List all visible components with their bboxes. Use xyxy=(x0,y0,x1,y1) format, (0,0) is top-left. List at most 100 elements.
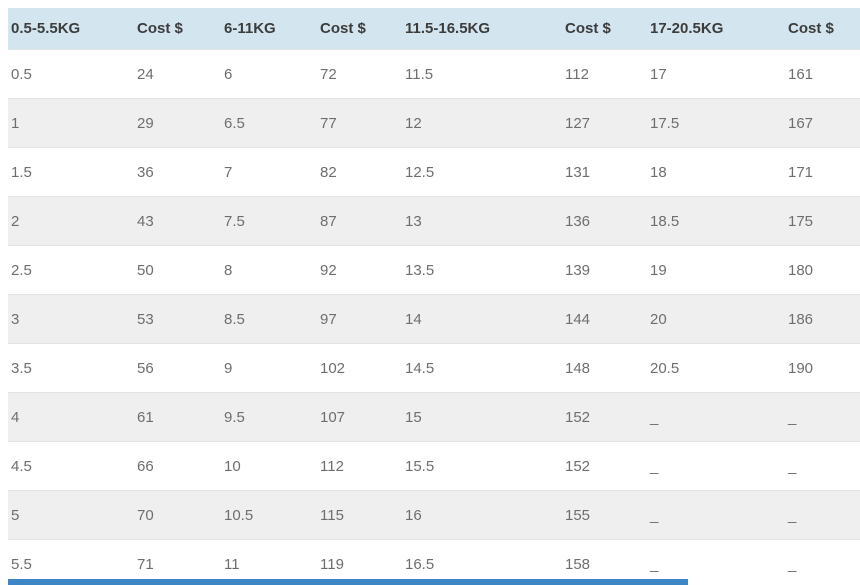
table-row: 4 61 9.5 107 15 152 _ _ xyxy=(8,392,860,442)
column-header: Cost $ xyxy=(134,8,221,50)
pricing-table: 0.5-5.5KG Cost $6-11KG Cost $11.5-16.5KG Co… xyxy=(8,8,860,585)
table-cell: 1 xyxy=(8,98,134,148)
column-header: 6-11KG xyxy=(221,8,317,50)
table-cell: 5.5 xyxy=(8,539,134,585)
table-cell: 6 xyxy=(221,49,317,99)
table-cell: 148 xyxy=(562,343,647,393)
table-cell: 152 xyxy=(562,441,647,491)
table-cell: 87 xyxy=(317,196,402,246)
table-cell: 112 xyxy=(562,49,647,99)
table-cell: _ xyxy=(647,490,785,540)
table-cell: 14.5 xyxy=(402,343,562,393)
table-cell: 17 xyxy=(647,49,785,99)
table-cell: _ xyxy=(647,539,785,585)
table-row: 5 70 10.5 115 16 155 _ _ xyxy=(8,490,860,540)
table-cell: _ xyxy=(647,441,785,491)
table-cell: 24 xyxy=(134,49,221,99)
table-cell: 16 xyxy=(402,490,562,540)
next-table-header-edge xyxy=(8,579,688,585)
table-cell: 4 xyxy=(8,392,134,442)
table-cell: 3.5 xyxy=(8,343,134,393)
table-cell: 18 xyxy=(647,147,785,197)
table-cell: _ xyxy=(785,539,860,585)
table-cell: 175 xyxy=(785,196,860,246)
table-cell: 2 xyxy=(8,196,134,246)
table-cell: 10 xyxy=(221,441,317,491)
table-cell: 152 xyxy=(562,392,647,442)
column-header: 17-20.5KG xyxy=(647,8,785,50)
table-cell: 1.5 xyxy=(8,147,134,197)
table-row: 4.5 66 10 112 15.5 152 _ _ xyxy=(8,441,860,491)
table-row: 1 29 6.5 77 12 127 17.5 167 xyxy=(8,98,860,148)
table-cell: 115 xyxy=(317,490,402,540)
table-cell: 186 xyxy=(785,294,860,344)
table-cell: 131 xyxy=(562,147,647,197)
table-cell: 4.5 xyxy=(8,441,134,491)
table-cell: 43 xyxy=(134,196,221,246)
column-header: Cost $ xyxy=(317,8,402,50)
table-cell: 8 xyxy=(221,245,317,295)
table-cell: _ xyxy=(647,392,785,442)
table-cell: 72 xyxy=(317,49,402,99)
pricing-table-container: 0.5-5.5KG Cost $6-11KG Cost $11.5-16.5KG Co… xyxy=(8,8,860,585)
table-cell: _ xyxy=(785,441,860,491)
table-cell: 112 xyxy=(317,441,402,491)
table-cell: 119 xyxy=(317,539,402,585)
table-cell: 9 xyxy=(221,343,317,393)
table-cell: 56 xyxy=(134,343,221,393)
table-cell: 13 xyxy=(402,196,562,246)
table-cell: 127 xyxy=(562,98,647,148)
table-cell: 136 xyxy=(562,196,647,246)
table-cell: 15.5 xyxy=(402,441,562,491)
table-cell: 190 xyxy=(785,343,860,393)
table-row: 2.5 50 8 92 13.5 139 19 180 xyxy=(8,245,860,295)
table-cell: 20 xyxy=(647,294,785,344)
column-header: 0.5-5.5KG xyxy=(8,8,134,50)
header-row: 0.5-5.5KG Cost $6-11KG Cost $11.5-16.5KG Co… xyxy=(8,8,860,50)
table-cell: 53 xyxy=(134,294,221,344)
table-cell: 14 xyxy=(402,294,562,344)
table-cell: 6.5 xyxy=(221,98,317,148)
table-cell: 17.5 xyxy=(647,98,785,148)
table-cell: 161 xyxy=(785,49,860,99)
table-cell: 66 xyxy=(134,441,221,491)
table-cell: _ xyxy=(785,392,860,442)
table-cell: 171 xyxy=(785,147,860,197)
table-cell: _ xyxy=(785,490,860,540)
table-cell: 158 xyxy=(562,539,647,585)
column-header: 11.5-16.5KG xyxy=(402,8,562,50)
table-cell: 20.5 xyxy=(647,343,785,393)
table-row: 3.5 56 9 102 14.5 148 20.5 190 xyxy=(8,343,860,393)
table-cell: 144 xyxy=(562,294,647,344)
table-cell: 12 xyxy=(402,98,562,148)
table-body: 0.5 24 6 72 11.5 112 17 161 1 29 6.5 77 12 127 17.5 167… xyxy=(8,49,860,585)
table-cell: 7.5 xyxy=(221,196,317,246)
table-cell: 71 xyxy=(134,539,221,585)
table-row: 5.5 71 11 119 16.5 158 _ _ xyxy=(8,539,860,585)
table-cell: 10.5 xyxy=(221,490,317,540)
table-cell: 11 xyxy=(221,539,317,585)
table-cell: 19 xyxy=(647,245,785,295)
table-cell: 29 xyxy=(134,98,221,148)
table-cell: 0.5 xyxy=(8,49,134,99)
table-cell: 139 xyxy=(562,245,647,295)
table-cell: 3 xyxy=(8,294,134,344)
table-cell: 8.5 xyxy=(221,294,317,344)
table-cell: 16.5 xyxy=(402,539,562,585)
table-cell: 97 xyxy=(317,294,402,344)
table-row: 0.5 24 6 72 11.5 112 17 161 xyxy=(8,49,860,99)
column-header: Cost $ xyxy=(562,8,647,50)
table-cell: 180 xyxy=(785,245,860,295)
table-cell: 15 xyxy=(402,392,562,442)
table-cell: 9.5 xyxy=(221,392,317,442)
table-cell: 5 xyxy=(8,490,134,540)
table-cell: 11.5 xyxy=(402,49,562,99)
table-cell: 61 xyxy=(134,392,221,442)
table-cell: 12.5 xyxy=(402,147,562,197)
table-cell: 50 xyxy=(134,245,221,295)
table-cell: 77 xyxy=(317,98,402,148)
table-cell: 155 xyxy=(562,490,647,540)
table-cell: 102 xyxy=(317,343,402,393)
table-row: 1.5 36 7 82 12.5 131 18 171 xyxy=(8,147,860,197)
